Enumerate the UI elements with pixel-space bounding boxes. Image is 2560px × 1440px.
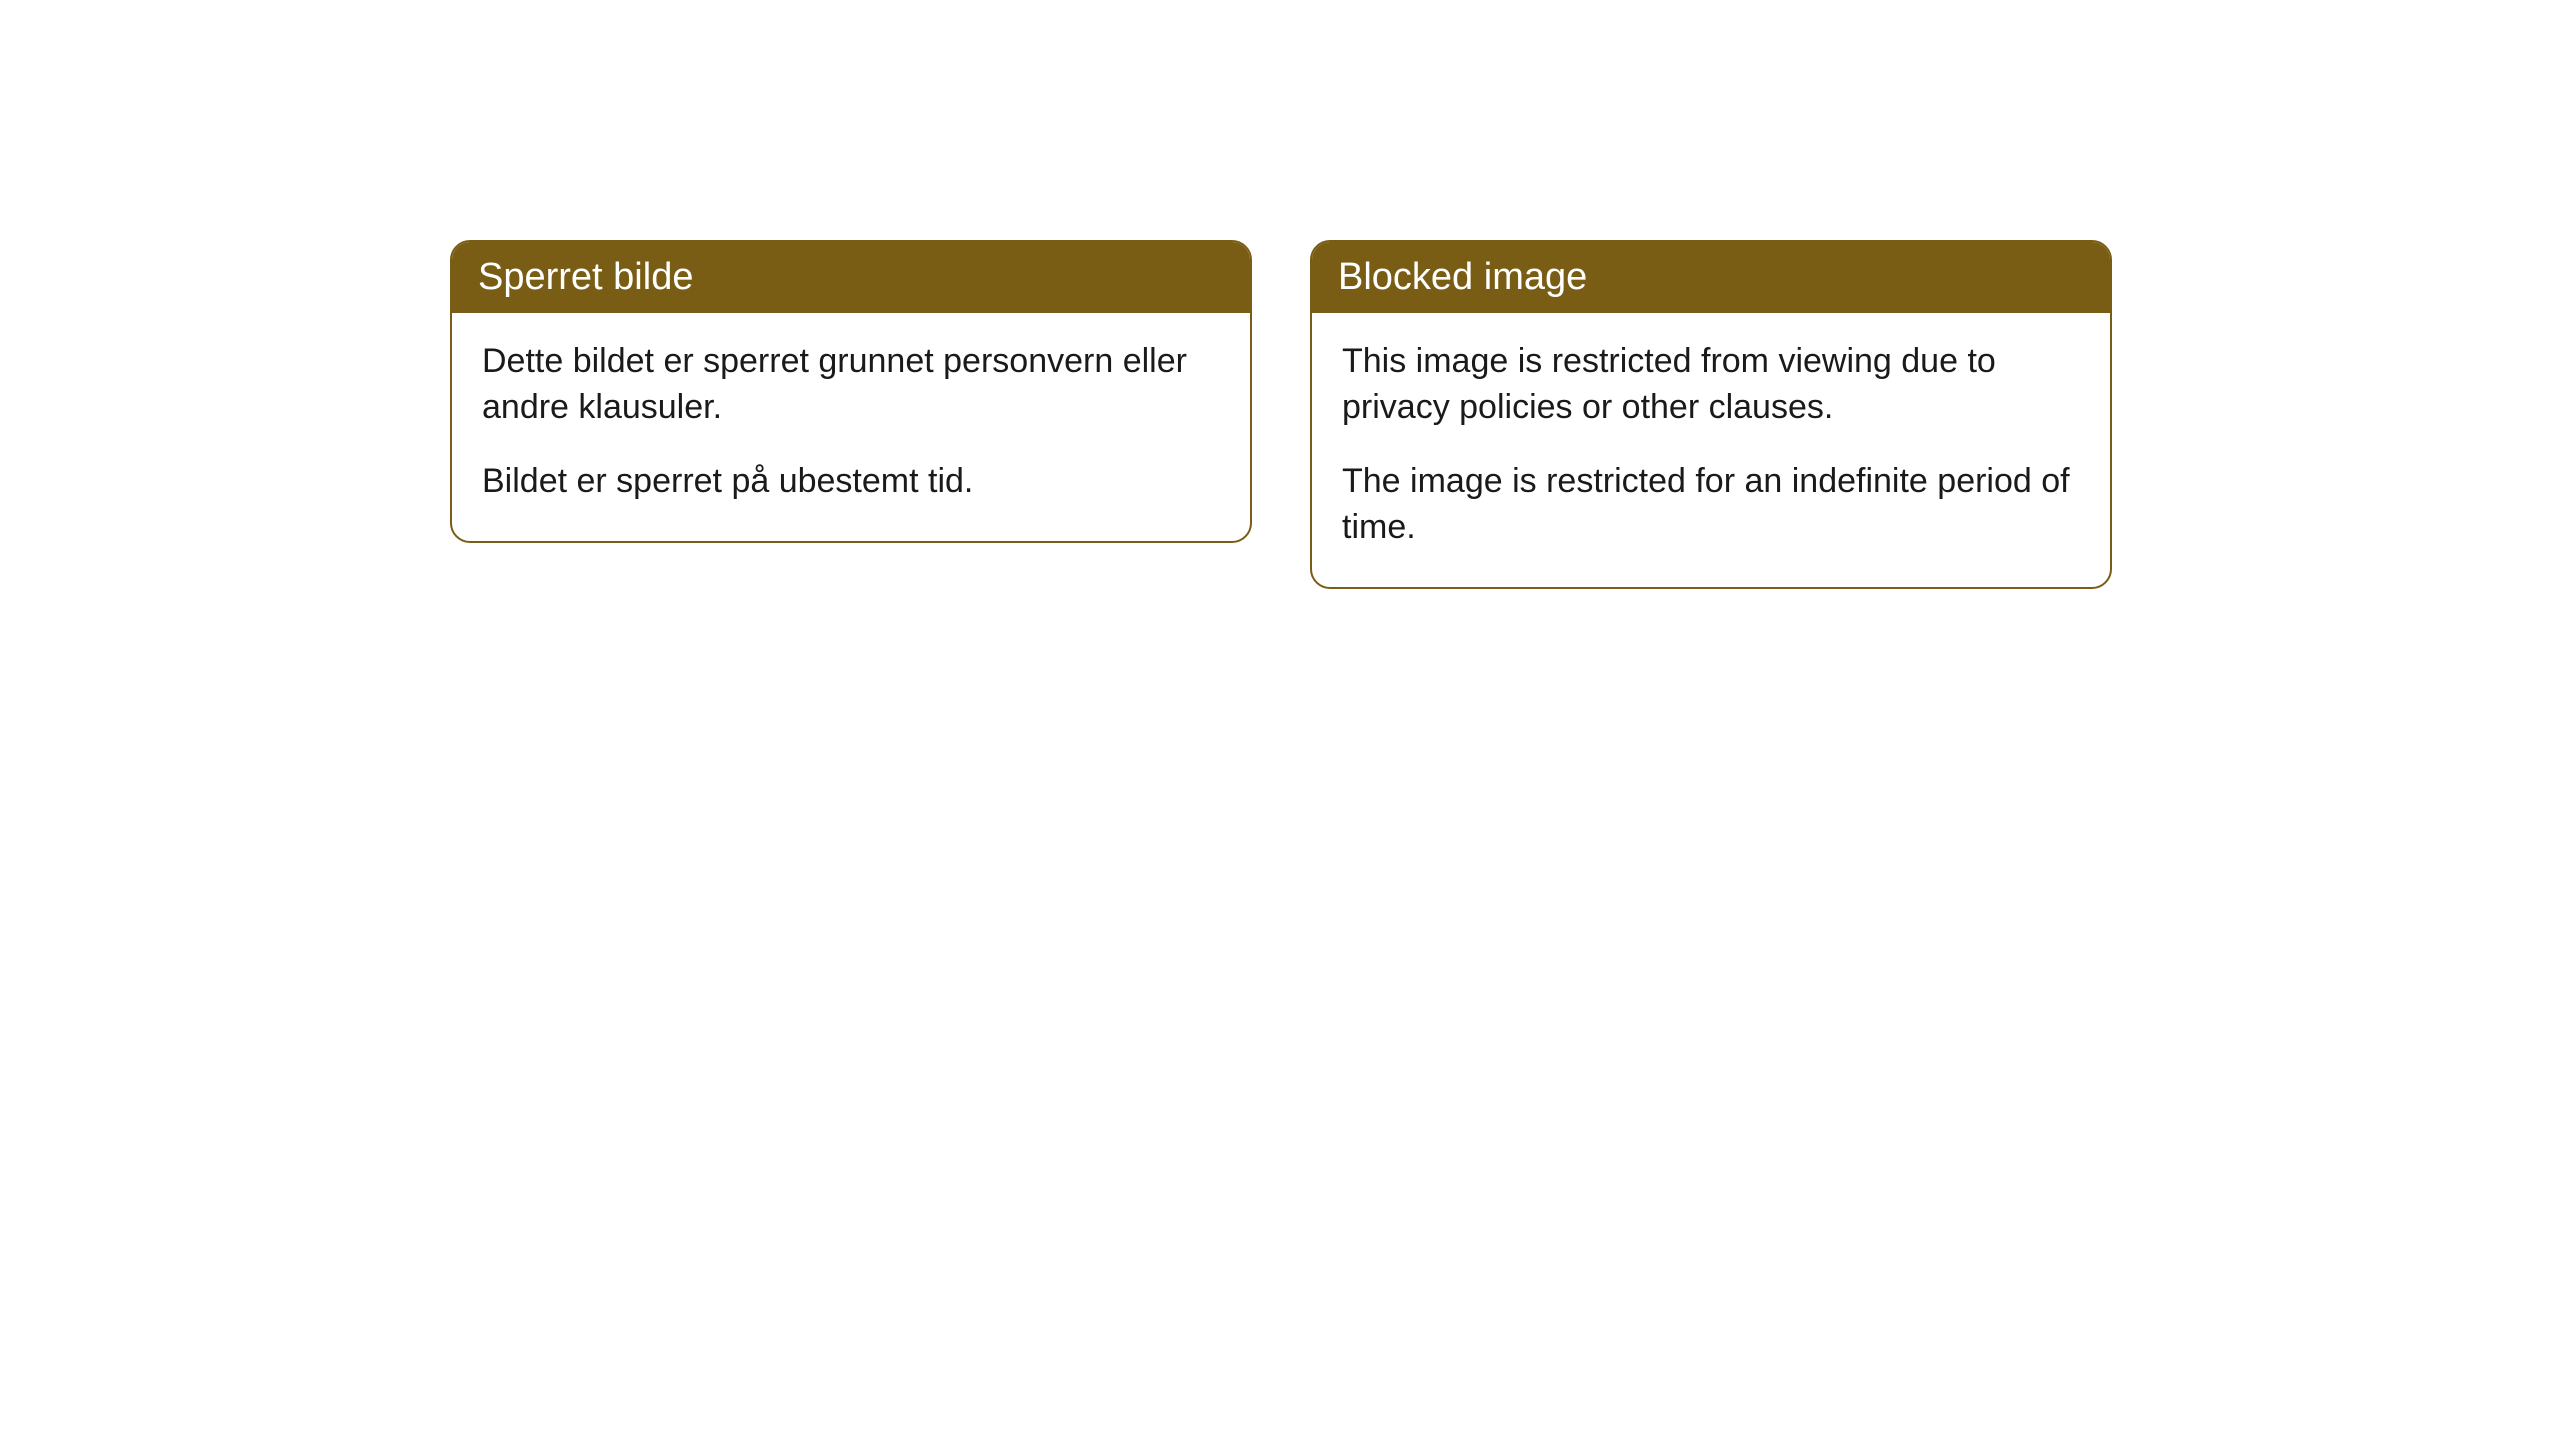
card-paragraph-1: Dette bildet er sperret grunnet personve… [482, 339, 1220, 431]
card-paragraph-2: The image is restricted for an indefinit… [1342, 459, 2080, 551]
card-paragraph-1: This image is restricted from viewing du… [1342, 339, 2080, 431]
card-title: Blocked image [1338, 256, 1587, 298]
card-header: Blocked image [1312, 242, 2110, 313]
notice-card-english: Blocked image This image is restricted f… [1310, 240, 2112, 589]
card-header: Sperret bilde [452, 242, 1250, 313]
notice-card-norwegian: Sperret bilde Dette bildet er sperret gr… [450, 240, 1252, 543]
card-paragraph-2: Bildet er sperret på ubestemt tid. [482, 459, 1220, 505]
card-body: This image is restricted from viewing du… [1312, 313, 2110, 587]
card-title: Sperret bilde [478, 256, 693, 298]
card-body: Dette bildet er sperret grunnet personve… [452, 313, 1250, 541]
